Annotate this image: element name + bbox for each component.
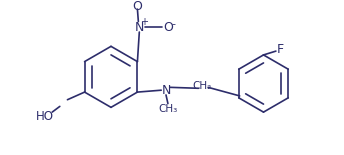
Text: +: + xyxy=(140,17,148,27)
Text: O: O xyxy=(132,0,142,13)
Text: CH₃: CH₃ xyxy=(158,104,178,114)
Text: CH₂: CH₂ xyxy=(193,81,212,91)
Text: HO: HO xyxy=(35,110,54,123)
Text: N: N xyxy=(161,84,171,97)
Text: -: - xyxy=(172,19,176,29)
Text: O: O xyxy=(163,21,173,34)
Text: F: F xyxy=(277,43,284,56)
Text: N: N xyxy=(135,21,144,34)
